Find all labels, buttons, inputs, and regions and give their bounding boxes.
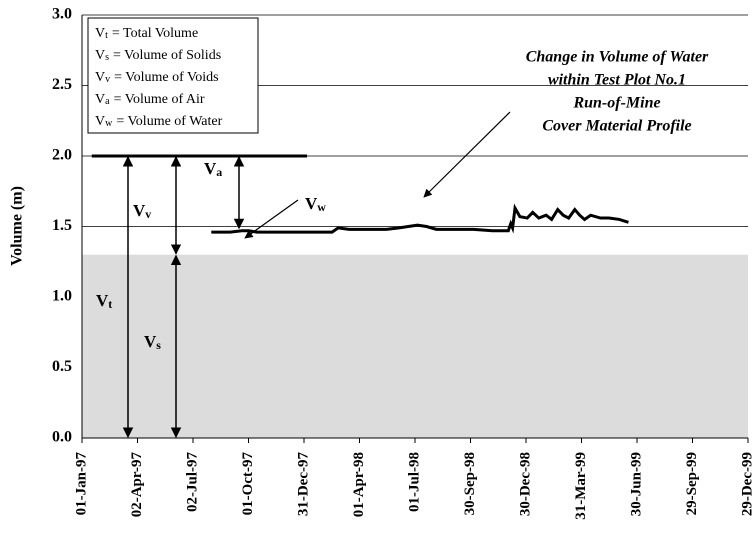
vv-label: Vv [133,201,151,221]
vw-label-symbol: V [305,194,318,213]
y-tick-label: 1.5 [52,217,72,234]
legend-sub: v [105,74,110,85]
annotation-pointer [423,111,511,198]
legend-box [87,17,259,134]
y-tick-label: 3.0 [52,6,72,23]
va-label-symbol: V [204,159,217,178]
x-tick-label: 01-Oct-97 [240,452,256,516]
vw-label: Vw [305,194,326,214]
legend-text: = Volume of Air [114,92,205,107]
legend-symbol: V [95,114,105,129]
x-tick-label: 01-Apr-98 [351,452,367,517]
annotation: Change in Volume of Water [526,49,709,66]
vs-label: Vs [144,332,161,352]
vs-label-symbol: V [144,332,157,351]
y-tick-label: 2.5 [52,76,72,93]
x-tick-label: 31-Mar-99 [573,452,589,520]
legend-text: = Volume of Solids [113,48,221,63]
vw-label-sub: w [317,200,326,214]
legend-text: = Volume of Water [116,114,222,129]
legend-entry: Vv = Volume of Voids [95,70,219,85]
x-tick-label: 29-Dec-99 [739,452,755,516]
y-tick-label: 1.0 [52,288,72,305]
annotation: within Test Plot No.1 [548,72,686,89]
x-tick-label: 29-Sep-99 [684,452,700,515]
legend-text: = Total Volume [112,26,198,41]
vt-label-symbol: V [96,291,109,310]
x-tick-label: 01-Jul-98 [406,452,422,512]
annotation: Run-of-Mine [572,95,660,112]
water-line [211,203,629,234]
legend-symbol: V [95,48,105,63]
legend-symbol: V [95,92,105,107]
x-tick-label: 30-Jun-99 [628,452,644,516]
y-tick-label: 0.5 [52,358,72,375]
legend-sub: w [105,118,113,129]
va-label-sub: a [216,165,222,179]
vw-pointer [244,199,299,239]
x-tick-label: 01-Jan-97 [73,452,89,516]
legend-sub: a [105,96,110,107]
vt-label: Vt [96,291,112,311]
vv-label-symbol: V [133,201,146,220]
legend-sub: s [105,52,109,63]
y-axis-label: Volume (m) [9,186,26,266]
legend-text: = Volume of Voids [114,70,219,85]
vv-label-sub: v [145,207,151,221]
legend-symbol: V [95,26,105,41]
x-tick-label: 30-Dec-98 [517,452,533,516]
x-tick-label: 31-Dec-97 [295,452,311,517]
legend-entry: Vt = Total Volume [95,26,198,41]
x-tick-label: 02-Apr-97 [129,452,145,518]
y-tick-label: 2.0 [52,147,72,164]
legend-entry: Vw = Volume of Water [95,114,223,129]
x-tick-label: 02-Jul-97 [184,452,200,513]
annotation: Cover Material Profile [542,118,691,135]
legend-sub: t [105,30,108,41]
x-tick-label: 30-Sep-98 [462,452,478,515]
va-label: Va [204,159,222,179]
vt-label-sub: t [108,297,112,311]
vs-label-sub: s [156,338,161,352]
y-tick-label: 0.0 [52,429,72,446]
legend-entry: Vs = Volume of Solids [95,48,221,63]
legend-entry: Va = Volume of Air [95,92,205,107]
solids-region [82,254,748,438]
legend-symbol: V [95,70,105,85]
